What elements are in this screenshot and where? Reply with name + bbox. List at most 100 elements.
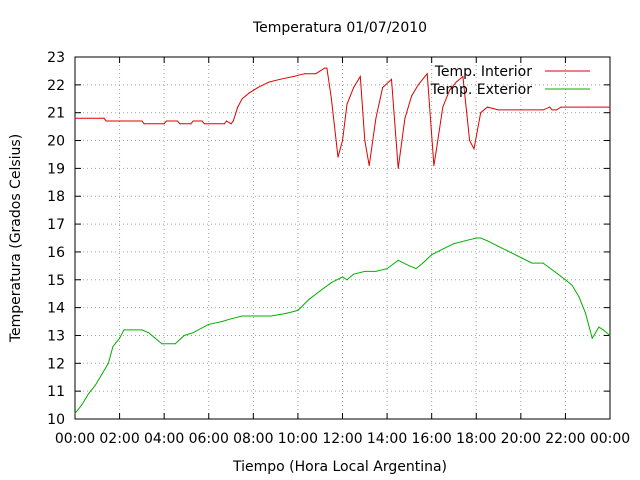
data-point <box>475 237 477 239</box>
data-point <box>431 254 433 256</box>
data-point <box>556 109 557 111</box>
data-point <box>455 81 457 83</box>
data-point <box>391 78 393 80</box>
y-tick-label: 11 <box>47 384 65 400</box>
data-point <box>223 123 225 125</box>
data-point <box>346 103 348 105</box>
data-point <box>397 167 399 169</box>
data-point <box>248 92 250 94</box>
data-point <box>141 120 143 122</box>
data-point <box>174 343 176 345</box>
data-point <box>462 75 464 77</box>
data-point <box>183 334 185 336</box>
data-point <box>578 295 580 297</box>
data-point <box>480 237 482 239</box>
data-point <box>480 112 482 114</box>
data-point <box>342 140 343 142</box>
legend: Temp. Interior Temp. Exterior <box>430 64 590 98</box>
data-point <box>297 309 299 311</box>
data-point <box>326 67 328 69</box>
y-tick-label: 17 <box>47 217 65 233</box>
data-point <box>190 123 192 125</box>
data-point <box>163 123 165 125</box>
data-point <box>553 270 555 272</box>
data-point <box>241 315 243 317</box>
x-tick-label: 14:00 <box>367 431 407 447</box>
data-point <box>551 109 553 111</box>
data-point <box>208 323 210 325</box>
data-point <box>560 106 562 108</box>
data-point <box>154 337 156 339</box>
data-point <box>103 117 105 119</box>
data-point <box>232 120 234 122</box>
data-point <box>346 279 348 281</box>
y-tick-label: 20 <box>47 134 65 150</box>
data-point <box>87 393 89 395</box>
data-point <box>571 284 573 286</box>
data-point <box>226 120 228 122</box>
y-tick-label: 12 <box>47 356 65 372</box>
data-point <box>411 95 413 97</box>
data-point <box>279 78 281 80</box>
data-point <box>292 75 294 77</box>
y-axis-label: Temperatura (Grados Celsius) <box>8 134 24 343</box>
y-tick-label: 10 <box>47 412 65 428</box>
x-tick-label: 00:00 <box>590 431 630 447</box>
data-point <box>587 106 589 108</box>
data-point <box>609 334 611 336</box>
data-point <box>81 404 83 406</box>
data-point <box>453 243 455 245</box>
data-point <box>257 87 259 89</box>
y-tick-label: 21 <box>47 106 65 122</box>
series-temp-interior <box>74 67 611 169</box>
x-tick-label: 12:00 <box>322 431 362 447</box>
data-point <box>531 262 533 264</box>
data-point <box>422 262 424 264</box>
data-point <box>549 106 551 108</box>
x-tick-label: 16:00 <box>411 431 451 447</box>
data-point <box>404 117 406 119</box>
data-point <box>498 245 500 247</box>
data-point <box>368 165 370 167</box>
y-tick-label: 18 <box>47 189 65 205</box>
data-point <box>353 273 355 275</box>
x-tick-label: 06:00 <box>189 431 229 447</box>
data-point <box>324 67 326 69</box>
data-point <box>286 312 288 314</box>
grid-layer <box>75 57 610 419</box>
data-point <box>542 262 544 264</box>
data-point <box>386 268 388 270</box>
x-tick-label: 10:00 <box>278 431 318 447</box>
data-point <box>486 240 488 242</box>
data-point <box>359 75 361 77</box>
data-point <box>201 120 203 122</box>
data-point <box>241 98 243 100</box>
data-point <box>602 329 604 331</box>
data-point <box>353 87 355 89</box>
data-point <box>426 73 428 75</box>
series-layer <box>74 67 611 414</box>
data-point <box>221 321 223 323</box>
data-point <box>382 87 384 89</box>
y-tick-label: 23 <box>47 50 65 66</box>
data-point <box>417 84 419 86</box>
x-tick-label: 18:00 <box>456 431 496 447</box>
data-point <box>74 117 76 119</box>
data-point <box>237 106 239 108</box>
data-point <box>179 123 181 125</box>
y-tick-label: 13 <box>47 328 65 344</box>
x-tick-label: 08:00 <box>233 431 273 447</box>
data-point <box>74 412 76 414</box>
y-tick-label: 22 <box>47 78 65 94</box>
data-point <box>177 120 179 122</box>
data-point <box>319 290 321 292</box>
data-point <box>112 346 114 348</box>
data-point <box>364 140 366 142</box>
legend-label: Temp. Interior <box>434 64 533 80</box>
data-point <box>375 117 377 119</box>
data-point <box>598 326 600 328</box>
data-point <box>473 148 475 150</box>
data-point <box>435 151 437 153</box>
